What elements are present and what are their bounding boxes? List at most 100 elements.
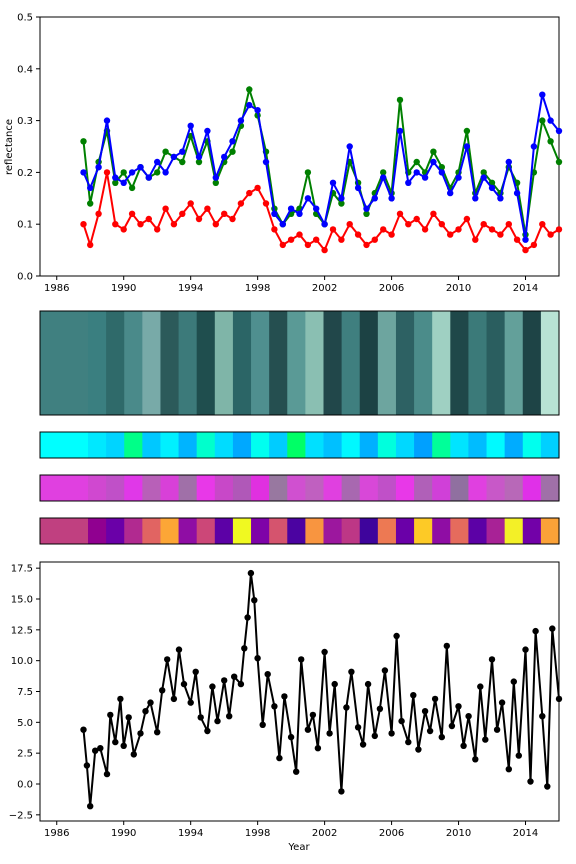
data-point (488, 226, 496, 233)
data-point (254, 107, 261, 114)
strip-band (341, 432, 361, 458)
strip-band (160, 475, 180, 501)
strip-band (377, 311, 397, 415)
data-point (314, 745, 322, 752)
data-point (539, 91, 546, 98)
strip-band (540, 311, 560, 415)
data-point (438, 221, 445, 228)
x-tick-label: 2010 (446, 283, 471, 294)
data-point (364, 680, 372, 688)
strip-band (414, 518, 433, 544)
strip-band (522, 432, 542, 458)
data-point (480, 169, 487, 176)
strip-band (142, 432, 162, 458)
data-point (438, 164, 445, 171)
y-tick-label: 15.0 (11, 595, 33, 606)
strip-band (504, 311, 524, 415)
strip-band (414, 311, 433, 415)
data-point (363, 205, 370, 212)
x-tick-label: 2006 (379, 283, 404, 294)
data-point (281, 693, 288, 700)
strip-band (377, 518, 397, 544)
data-point (279, 221, 286, 228)
data-point (107, 711, 114, 719)
index-plot: 1986 1990 1994 1998 2002 2006 2010 2014 −2.5 0.0… (9, 561, 563, 853)
y-tick-label: 0.0 (17, 272, 33, 283)
data-point (212, 174, 219, 181)
strip-band (196, 432, 216, 458)
x-tick-label: 2006 (379, 828, 404, 839)
strip-band (432, 311, 451, 415)
data-point (380, 174, 387, 181)
strip-band (124, 311, 143, 415)
strip-band (341, 518, 361, 544)
data-point (221, 153, 228, 161)
strip-band (486, 311, 506, 415)
data-point (513, 189, 521, 197)
data-point (329, 179, 337, 186)
data-point (354, 231, 362, 238)
data-point (396, 96, 404, 104)
strip-band (214, 311, 234, 415)
strip-band (178, 475, 198, 501)
strip-band (142, 311, 162, 415)
data-point (162, 148, 169, 155)
strip-band (432, 432, 451, 458)
strip-band (377, 475, 397, 501)
series-line (82, 94, 560, 240)
strip-band (106, 432, 125, 458)
strip-band (432, 475, 451, 501)
data-point (455, 226, 462, 233)
data-point (279, 241, 286, 249)
strip-band (395, 518, 415, 544)
data-point (321, 221, 328, 228)
data-point (304, 169, 312, 176)
strip-frame (39, 474, 560, 502)
data-point (465, 713, 472, 720)
data-point (348, 668, 355, 675)
strip-band (251, 432, 270, 458)
index-series-group (80, 569, 563, 810)
data-point (287, 733, 295, 741)
data-point (447, 231, 454, 238)
strip-band (287, 475, 306, 501)
strip-band (305, 311, 325, 415)
x-axis-label: Year (287, 842, 310, 853)
y-tick-label: 0.3 (17, 116, 33, 127)
strip-band (395, 432, 415, 458)
data-point (221, 210, 228, 217)
strip-band (251, 475, 270, 501)
x-tick-label: 2014 (513, 828, 538, 839)
x-tick-label: 2010 (446, 828, 471, 839)
strip-band (341, 475, 361, 501)
data-point (120, 742, 127, 749)
data-point (87, 200, 94, 207)
data-point (463, 127, 471, 135)
strip-band (232, 475, 252, 501)
strip-band (486, 475, 506, 501)
y-tick-label: 10.0 (11, 656, 33, 667)
strip-band (359, 432, 379, 458)
data-point (522, 246, 529, 254)
data-point (329, 226, 337, 233)
data-point (338, 236, 345, 243)
series-line (82, 85, 560, 235)
data-point (154, 158, 161, 166)
x-tick-label: 1986 (44, 828, 69, 839)
y-tick-label: 0.5 (17, 13, 33, 24)
strip-band (540, 475, 560, 501)
x-tick-label: 2002 (312, 828, 337, 839)
data-point (396, 210, 404, 217)
strip-band (269, 311, 288, 415)
strip-band (305, 432, 325, 458)
data-point (154, 729, 161, 736)
strip-band (251, 311, 270, 415)
data-point (145, 174, 152, 181)
data-point (87, 184, 94, 192)
strip-band (486, 432, 506, 458)
data-point (137, 164, 144, 171)
data-point (103, 770, 111, 778)
data-point (170, 695, 178, 703)
data-point (120, 169, 127, 176)
data-point (209, 683, 216, 690)
